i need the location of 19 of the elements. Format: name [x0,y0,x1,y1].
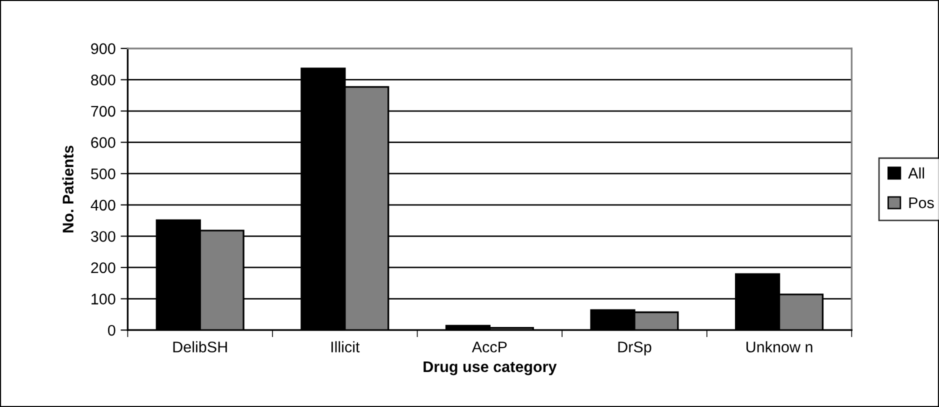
y-tick-label: 800 [91,74,116,86]
y-axis-title: No. Patients [62,146,74,232]
y-tick-label: 900 [91,43,116,54]
legend-label: Pos [909,198,934,208]
y-tick-label: 300 [90,231,116,242]
x-tick-label: Unknow n [746,341,812,352]
x-tick-label: AccP [472,342,507,352]
y-tick-label: 200 [91,262,116,274]
y-tick-label: 600 [91,137,116,148]
y-tick-label: 400 [90,200,116,211]
x-tick-label: DelibSH [173,341,227,352]
y-tick-label: 100 [92,294,116,304]
y-tick-label: 700 [91,106,116,117]
y-tick-label: 500 [91,168,116,180]
x-tick-label: DrSp [618,342,652,356]
x-tick-label: Illicit [331,341,360,352]
x-axis-title: Drug use category [424,361,557,376]
y-tick-label: 0 [108,324,116,336]
legend-label: All [908,167,924,178]
